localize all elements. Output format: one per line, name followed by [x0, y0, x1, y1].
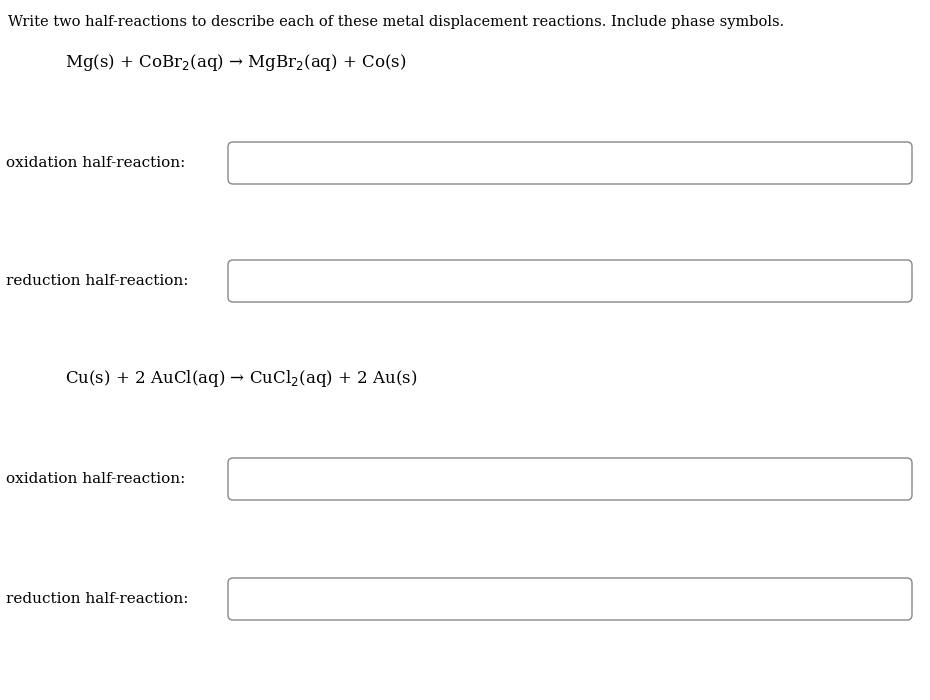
- Text: oxidation half-reaction:: oxidation half-reaction:: [6, 472, 185, 486]
- FancyBboxPatch shape: [228, 260, 912, 302]
- FancyBboxPatch shape: [228, 458, 912, 500]
- Text: oxidation half-reaction:: oxidation half-reaction:: [6, 156, 185, 170]
- Text: Write two half-reactions to describe each of these metal displacement reactions.: Write two half-reactions to describe eac…: [8, 15, 784, 29]
- Text: reduction half-reaction:: reduction half-reaction:: [6, 274, 189, 288]
- FancyBboxPatch shape: [228, 578, 912, 620]
- FancyBboxPatch shape: [228, 142, 912, 184]
- Text: reduction half-reaction:: reduction half-reaction:: [6, 592, 189, 606]
- Text: Mg(s) + CoBr$_2$(aq) → MgBr$_2$(aq) + Co(s): Mg(s) + CoBr$_2$(aq) → MgBr$_2$(aq) + Co…: [65, 52, 406, 73]
- Text: Cu(s) + 2 AuCl(aq) → CuCl$_2$(aq) + 2 Au(s): Cu(s) + 2 AuCl(aq) → CuCl$_2$(aq) + 2 Au…: [65, 368, 418, 389]
